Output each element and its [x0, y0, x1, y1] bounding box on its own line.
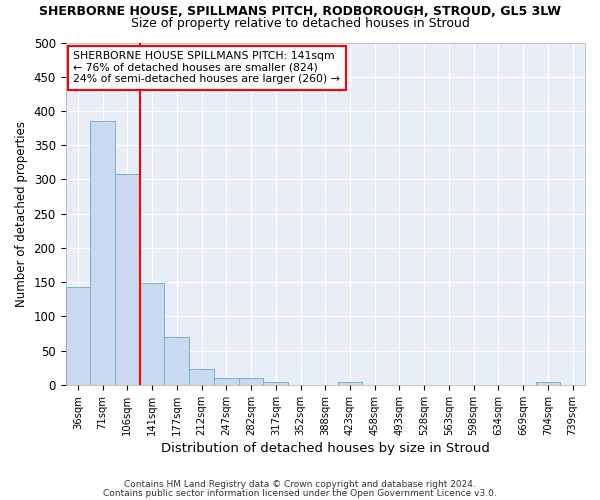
- Y-axis label: Number of detached properties: Number of detached properties: [15, 120, 28, 306]
- Text: Contains public sector information licensed under the Open Government Licence v3: Contains public sector information licen…: [103, 489, 497, 498]
- Text: SHERBORNE HOUSE, SPILLMANS PITCH, RODBOROUGH, STROUD, GL5 3LW: SHERBORNE HOUSE, SPILLMANS PITCH, RODBOR…: [39, 5, 561, 18]
- Bar: [164, 337, 189, 385]
- Text: SHERBORNE HOUSE SPILLMANS PITCH: 141sqm
← 76% of detached houses are smaller (82: SHERBORNE HOUSE SPILLMANS PITCH: 141sqm …: [73, 51, 340, 84]
- Bar: [214, 378, 239, 385]
- Bar: [189, 369, 214, 385]
- Bar: [239, 378, 263, 385]
- Bar: [115, 174, 140, 385]
- Bar: [65, 287, 90, 385]
- Bar: [90, 122, 115, 385]
- Text: Contains HM Land Registry data © Crown copyright and database right 2024.: Contains HM Land Registry data © Crown c…: [124, 480, 476, 489]
- Bar: [338, 382, 362, 385]
- Bar: [263, 382, 288, 385]
- Bar: [140, 283, 164, 385]
- Text: Size of property relative to detached houses in Stroud: Size of property relative to detached ho…: [131, 18, 469, 30]
- X-axis label: Distribution of detached houses by size in Stroud: Distribution of detached houses by size …: [161, 442, 490, 455]
- Bar: [536, 382, 560, 385]
